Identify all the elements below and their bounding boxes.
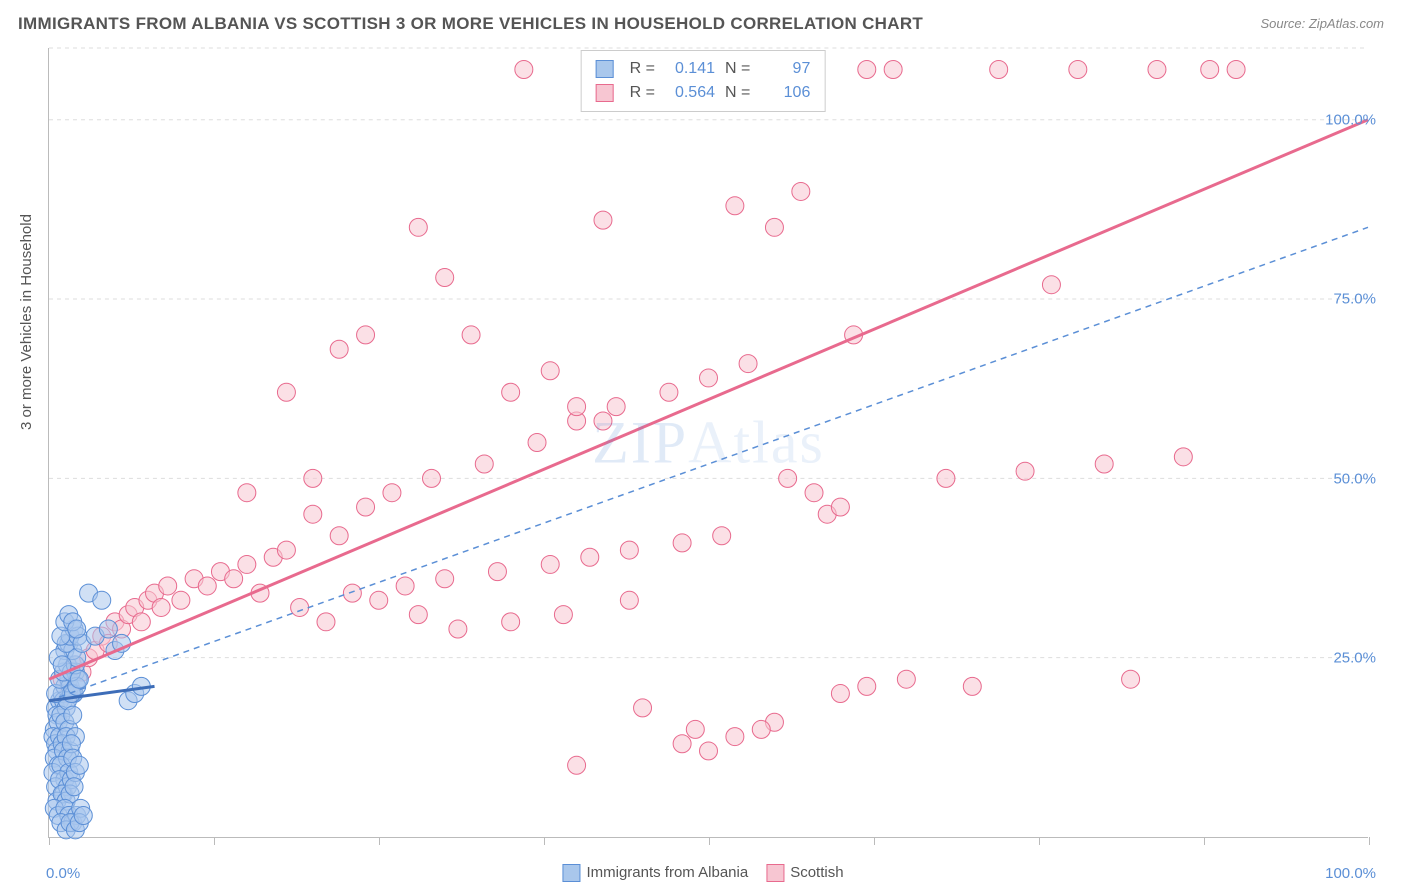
legend-swatch-top1 xyxy=(596,60,614,78)
x-tick xyxy=(49,837,50,845)
legend-swatch-top2 xyxy=(596,84,614,102)
x-tick xyxy=(214,837,215,845)
y-tick-label: 100.0% xyxy=(1325,111,1376,128)
chart-title: IMMIGRANTS FROM ALBANIA VS SCOTTISH 3 OR… xyxy=(18,14,923,34)
x-tick xyxy=(1039,837,1040,845)
legend-item-series2: Scottish xyxy=(766,864,843,882)
x-tick xyxy=(544,837,545,845)
correlation-legend: R = 0.141 N = 97 R = 0.564 N = 106 xyxy=(581,50,826,112)
x-tick-label-right: 100.0% xyxy=(1325,865,1376,882)
legend-row-series2: R = 0.564 N = 106 xyxy=(596,81,811,105)
plot-area: ZIPAtlas xyxy=(48,48,1368,838)
legend-swatch-series2 xyxy=(766,864,784,882)
x-tick xyxy=(1369,837,1370,845)
y-tick-label: 75.0% xyxy=(1333,291,1376,308)
scatter-svg xyxy=(49,48,1368,837)
legend-item-series1: Immigrants from Albania xyxy=(562,864,748,882)
y-tick-label: 25.0% xyxy=(1333,650,1376,667)
y-tick-label: 50.0% xyxy=(1333,470,1376,487)
x-tick-label-left: 0.0% xyxy=(46,865,80,882)
source-attribution: Source: ZipAtlas.com xyxy=(1260,16,1384,31)
x-tick xyxy=(1204,837,1205,845)
x-axis-legend: Immigrants from Albania Scottish xyxy=(562,864,843,882)
legend-swatch-series1 xyxy=(562,864,580,882)
x-tick xyxy=(379,837,380,845)
legend-row-series1: R = 0.141 N = 97 xyxy=(596,57,811,81)
x-tick xyxy=(874,837,875,845)
y-axis-label: 3 or more Vehicles in Household xyxy=(18,214,35,430)
x-tick xyxy=(709,837,710,845)
